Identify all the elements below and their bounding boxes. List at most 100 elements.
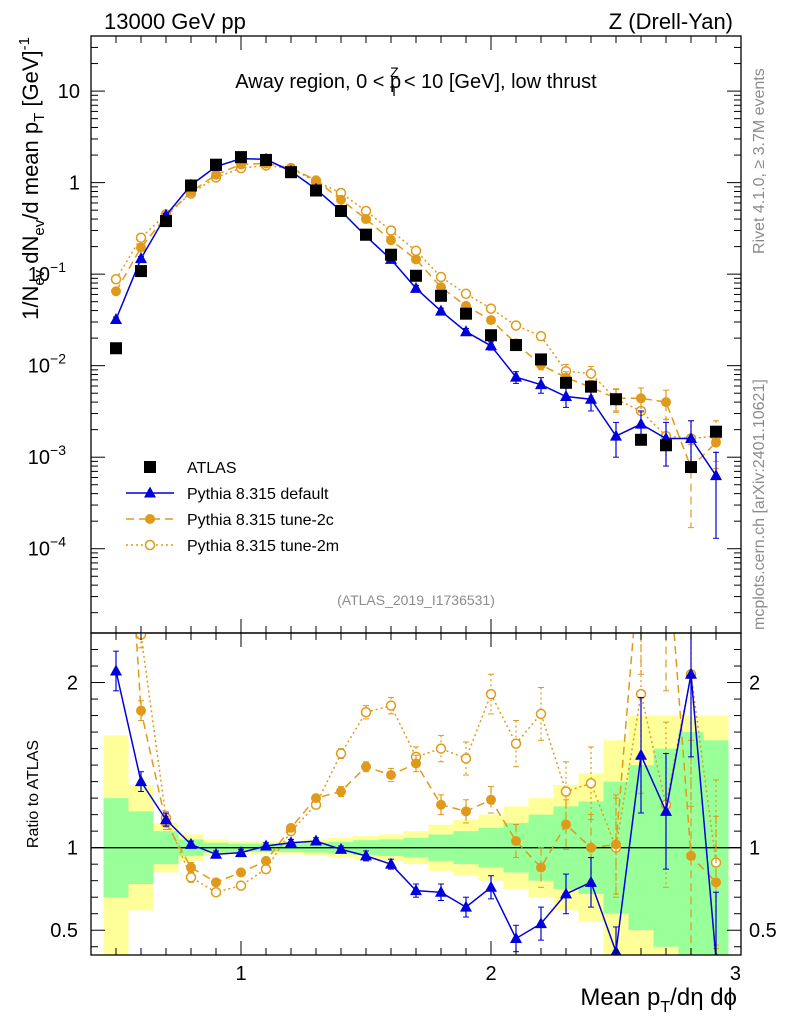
rivet-version-label: Rivet 4.1.0, ≥ 3.7M events — [751, 68, 768, 254]
main-pythia-8-315-default-point — [710, 469, 722, 481]
main-atlas-point — [710, 425, 722, 438]
ylabel-d-sup: -1 — [16, 37, 33, 50]
main-y-tick-label: 10−3 — [28, 442, 66, 469]
ratio-axis-ticks: 0.5 0.5 1 1 2 2 1 2 3 — [50, 633, 777, 985]
analysis-watermark: (ATLAS_2019_I1736531) — [337, 592, 495, 608]
main-atlas-point — [635, 433, 647, 446]
ylabel-a-sub: ev — [31, 269, 48, 285]
xlabel-a: Mean p — [580, 984, 660, 1011]
main-y-tick-base: 10 — [58, 81, 80, 103]
main-pythia-8-315-tune-2m-point — [485, 303, 497, 314]
ratio-pythia-8-315-tune-2c-point — [586, 842, 596, 853]
main-title: Away region, 0 < pZ T < 10 [GeV], low thr… — [235, 64, 597, 99]
ratio-pythia-8-315-tune-2m-point — [585, 778, 597, 789]
main-atlas-point — [160, 215, 172, 228]
legend: ATLAS Pythia 8.315 default Pythia 8.315 tu… — [126, 460, 339, 555]
ratio-pythia-8-315-tune-2c-point — [511, 836, 521, 847]
main-atlas-point — [435, 289, 447, 302]
ratio-pythia-8-315-tune-2c-point — [186, 862, 196, 873]
ratio-pythia-8-315-tune-2c-point — [686, 850, 696, 861]
ratio-y-tick-label-right: 1 — [749, 838, 760, 860]
main-atlas-point — [585, 380, 597, 393]
main-pythia-8-315-tune-2m-point — [385, 225, 397, 236]
ratio-pythia-8-315-tune-2c-point — [311, 793, 321, 804]
ratio-pythia-8-315-default-point — [285, 836, 297, 848]
ratio-pythia-8-315-tune-2m-point — [560, 786, 572, 797]
ratio-pythia-8-315-default-point — [660, 804, 672, 816]
main-y-tick-base: 10 — [28, 356, 50, 378]
main-pythia-8-315-tune-2m-point — [135, 232, 147, 243]
main-atlas-point — [535, 353, 547, 366]
main-pythia-8-315-tune-2c-point — [111, 286, 121, 297]
x-tick-label: 1 — [235, 963, 246, 985]
main-pythia-8-315-tune-2m-point — [460, 288, 472, 300]
ratio-pythia-8-315-default-point — [460, 900, 472, 912]
ratio-pythia-8-315-default-point — [385, 857, 397, 869]
main-pythia-8-315-default-point — [585, 392, 597, 404]
legend-label: Pythia 8.315 tune-2m — [187, 538, 339, 555]
main-pythia-8-315-default-point — [135, 252, 147, 264]
main-y-tick-base: 10 — [28, 539, 50, 561]
main-pythia-8-315-tune-2c-point — [436, 282, 446, 293]
main-pythia-8-315-default-point — [535, 378, 547, 390]
main-pythia-8-315-default-point — [460, 325, 472, 337]
main-pythia-8-315-tune-2c-point — [336, 194, 346, 205]
legend-marker — [144, 539, 156, 551]
main-pythia-8-315-tune-2c-point — [136, 242, 146, 253]
ratio-pythia-8-315-default-point — [260, 839, 272, 851]
ylabel-b: dN — [18, 236, 43, 270]
ylabel-c: /d mean p — [18, 122, 43, 220]
main-pythia-8-315-tune-2c-point — [311, 175, 321, 186]
main-pythia-8-315-tune-2m-point — [510, 320, 522, 331]
main-atlas-point — [360, 228, 372, 241]
main-pythia-8-315-tune-2m-point — [585, 368, 597, 379]
ratio-pythia-8-315-default-point — [110, 664, 122, 676]
main-atlas-point — [660, 439, 672, 452]
main-y-tick-label: 10 — [58, 81, 80, 103]
ratio-pythia-8-315-tune-2m-point — [435, 743, 447, 754]
title-pre: Away region, 0 < p — [235, 71, 401, 93]
main-pythia-8-315-default-line — [115, 157, 717, 477]
main-atlas-point — [135, 265, 147, 278]
ratio-pythia-8-315-tune-2m-point — [360, 707, 372, 718]
legend-label: Pythia 8.315 tune-2c — [187, 512, 334, 529]
ratio-pythia-8-315-default-point — [310, 834, 322, 846]
main-atlas-point — [460, 307, 472, 320]
ratio-pythia-8-315-default-point — [685, 667, 697, 679]
legend-label: Pythia 8.315 default — [187, 486, 329, 503]
ratio-pythia-8-315-tune-2m-point — [185, 872, 197, 883]
main-pythia-8-315-default-point — [560, 390, 572, 402]
ylabel-c-sub: T — [31, 113, 48, 122]
ratio-pythia-8-315-tune-2m-point — [385, 700, 397, 711]
main-pythia-8-315-default-point — [410, 281, 422, 293]
xlabel-b: /dη dϕ — [670, 984, 737, 1011]
ratio-y-tick-label-left: 0.5 — [50, 920, 78, 942]
ratio-pythia-8-315-tune-2m-point — [510, 738, 522, 749]
main-atlas-point — [560, 376, 572, 389]
main-pythia-8-315-tune-2m-line — [115, 164, 717, 440]
main-pythia-8-315-default-point — [110, 312, 122, 324]
main-atlas-point — [235, 151, 247, 164]
ratio-pythia-8-315-tune-2c-point — [211, 877, 221, 888]
mcplots-label: mcplots.cern.ch [arXiv:2401.10621] — [751, 379, 768, 630]
main-atlas-point — [285, 166, 297, 179]
process-label: Z (Drell-Yan) — [609, 9, 733, 34]
main-pythia-8-315-default-point — [685, 432, 697, 444]
main-atlas-point — [610, 393, 622, 406]
ratio-pythia-8-315-default-point — [510, 931, 522, 943]
main-pythia-8-315-default-point — [635, 417, 647, 429]
main-pythia-8-315-default-point — [510, 370, 522, 382]
main-atlas-point — [210, 158, 222, 171]
ratio-pythia-8-315-default-point — [535, 917, 547, 929]
title-sub: T — [390, 83, 399, 99]
legend-label: ATLAS — [187, 460, 237, 477]
ratio-pythia-8-315-tune-2m-point — [535, 708, 547, 720]
ratio-y-axis-label: Ratio to ATLAS — [25, 740, 42, 848]
ratio-pythia-8-315-tune-2m-point — [235, 880, 247, 891]
ratio-pythia-8-315-default-point — [635, 748, 647, 760]
main-pythia-8-315-tune-2m-point — [410, 245, 422, 257]
ylabel-b-sub: ev — [31, 219, 48, 235]
title-sup: Z — [390, 64, 399, 80]
